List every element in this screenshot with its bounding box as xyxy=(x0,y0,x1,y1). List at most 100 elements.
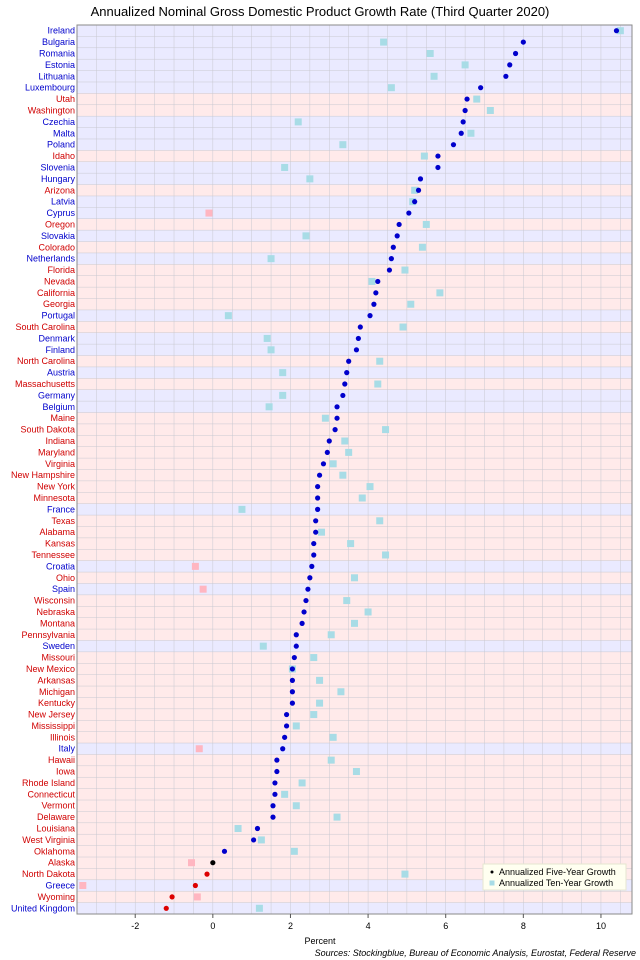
five-year-dot xyxy=(390,244,396,250)
ten-year-square xyxy=(310,654,318,662)
ten-year-square xyxy=(327,756,335,764)
ten-year-square xyxy=(376,357,384,365)
row-label: Michigan xyxy=(39,687,75,697)
chart-title: Annualized Nominal Gross Domestic Produc… xyxy=(91,4,550,19)
row-label: Missouri xyxy=(41,653,75,663)
ten-year-square xyxy=(422,220,430,228)
five-year-dot xyxy=(282,734,288,740)
row-band xyxy=(77,480,632,493)
five-year-dot xyxy=(355,335,361,342)
five-year-dot xyxy=(396,221,402,228)
row-band xyxy=(77,777,632,789)
five-year-dot xyxy=(291,654,297,661)
five-year-dot xyxy=(415,187,422,193)
ten-year-square xyxy=(351,619,358,627)
row-band xyxy=(77,686,632,698)
five-year-dot xyxy=(342,381,348,387)
source-note: Sources: Stockingblue, Bureau of Economi… xyxy=(315,948,636,958)
row-label: New York xyxy=(37,482,76,492)
five-year-dot xyxy=(367,313,373,319)
five-year-dot xyxy=(299,620,305,626)
row-label: Nevada xyxy=(44,276,75,286)
five-year-dot xyxy=(204,871,210,877)
legend-ten-marker xyxy=(489,880,495,886)
row-band xyxy=(77,708,632,721)
ten-year-square xyxy=(616,27,624,35)
five-year-dot xyxy=(464,96,470,102)
five-year-dot xyxy=(388,256,394,262)
ten-year-square xyxy=(279,391,287,399)
row-band xyxy=(77,811,632,823)
ten-year-square xyxy=(382,551,390,559)
row-band xyxy=(77,458,632,470)
five-year-dot xyxy=(283,711,290,718)
ten-year-square xyxy=(467,129,475,137)
ten-year-square xyxy=(306,175,314,183)
five-year-dot xyxy=(324,449,330,456)
row-label: West Virginia xyxy=(22,835,75,845)
row-band xyxy=(77,116,632,128)
row-label: Idaho xyxy=(52,151,75,161)
row-band xyxy=(77,845,632,858)
five-year-dot xyxy=(289,677,296,683)
row-label: Italy xyxy=(58,744,75,754)
five-year-dot xyxy=(221,848,228,854)
ten-year-square xyxy=(321,414,329,422)
row-band xyxy=(77,629,632,641)
row-band xyxy=(77,81,632,94)
row-label: Austria xyxy=(47,368,75,378)
five-year-dot xyxy=(289,689,296,695)
ten-year-square xyxy=(316,676,324,684)
row-band xyxy=(77,241,632,253)
ten-year-square xyxy=(380,38,388,46)
five-year-dot xyxy=(254,825,261,832)
ten-year-square xyxy=(473,95,481,103)
ten-year-square xyxy=(420,152,428,160)
grid-lines xyxy=(76,24,632,915)
row-label: Cyprus xyxy=(46,208,75,218)
row-band xyxy=(77,891,632,903)
row-band xyxy=(77,651,632,664)
row-label: Luxembourg xyxy=(25,83,75,93)
five-year-dot xyxy=(316,472,323,478)
row-band xyxy=(77,663,632,675)
row-band xyxy=(77,93,632,105)
five-year-dot xyxy=(412,199,418,205)
row-label: Denmark xyxy=(38,333,75,343)
row-label: Iowa xyxy=(56,767,75,777)
five-year-dot xyxy=(313,529,319,535)
row-band xyxy=(77,321,632,333)
row-band xyxy=(77,104,632,117)
row-label: Colorado xyxy=(38,242,75,252)
row-band xyxy=(77,366,632,379)
ten-year-square xyxy=(407,300,415,308)
row-label: Kansas xyxy=(45,539,76,549)
five-year-dot xyxy=(371,301,377,307)
five-year-dot xyxy=(270,803,276,809)
row-band xyxy=(77,378,632,390)
row-label: Minnesota xyxy=(33,493,75,503)
row-label: Maine xyxy=(50,413,75,423)
row-label: South Dakota xyxy=(20,425,75,435)
row-band xyxy=(77,138,632,151)
row-band xyxy=(77,401,632,413)
row-label: Hawaii xyxy=(48,755,75,765)
five-year-dot xyxy=(272,780,278,786)
row-label: Arizona xyxy=(44,185,75,195)
row-label: Oklahoma xyxy=(34,846,75,856)
five-year-dot xyxy=(435,164,441,171)
ten-year-square xyxy=(382,426,390,434)
five-year-dot xyxy=(320,461,327,467)
five-year-dot xyxy=(293,632,299,638)
row-label: Estonia xyxy=(45,60,75,70)
row-band xyxy=(77,389,632,402)
row-band xyxy=(77,355,632,367)
five-year-dot xyxy=(406,210,412,216)
five-year-dot xyxy=(334,415,340,421)
x-tick-label: -2 xyxy=(131,921,139,931)
x-axis-label: Percent xyxy=(304,936,336,946)
ten-year-square xyxy=(281,163,289,171)
row-band xyxy=(77,674,632,687)
ten-year-square xyxy=(339,141,347,149)
row-label: Wyoming xyxy=(38,892,75,902)
